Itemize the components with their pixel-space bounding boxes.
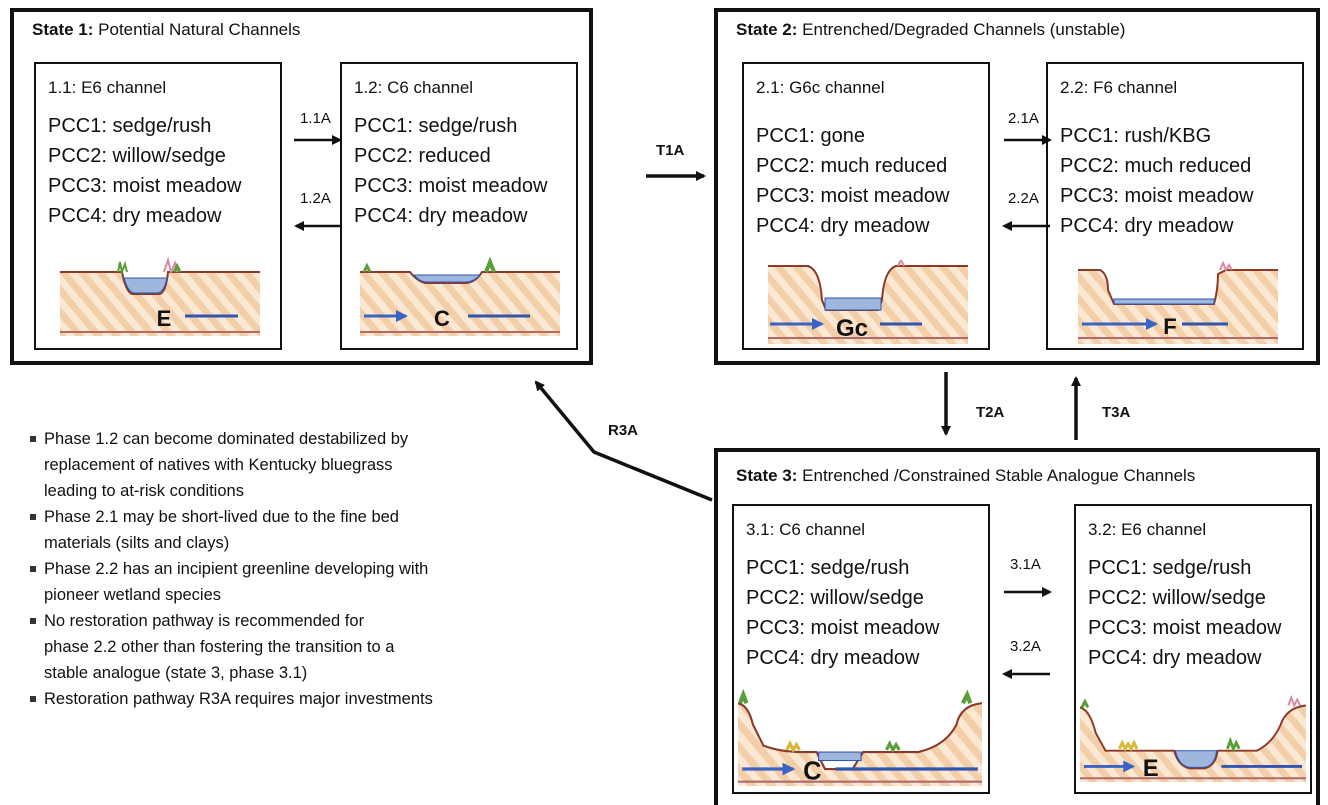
bullet-icon xyxy=(30,436,36,442)
pcc-4: PCC4: dry meadow xyxy=(48,205,222,227)
state-1-box: State 1: Potential Natural Channels 1.1:… xyxy=(10,8,593,365)
pcc-2: PCC2: reduced xyxy=(354,145,491,167)
note-item: Phase 1.2 can become dominated destabili… xyxy=(30,426,610,504)
pcc-1: PCC1: sedge/rush xyxy=(48,115,212,137)
state-2-title: State 2: Entrenched/Degraded Channels (u… xyxy=(736,20,1126,39)
pcc-4: PCC4: dry meadow xyxy=(756,215,930,237)
channel-letter: C xyxy=(434,306,450,331)
state-3-title: State 3: Entrenched /Constrained Stable … xyxy=(736,466,1196,485)
channel-letter: Gc xyxy=(836,315,868,342)
pcc-1: PCC1: sedge/rush xyxy=(1088,557,1252,579)
channel-letter: F xyxy=(1163,314,1176,339)
pathway-label-2-1a: 2.1A xyxy=(1008,110,1039,127)
channel-cross-section-f: F xyxy=(1078,260,1278,344)
phase-header: 3.1: C6 channel xyxy=(746,520,866,539)
pcc-3: PCC3: moist meadow xyxy=(756,185,950,207)
phase-1-1-box: 1.1: E6 channel PCC1: sedge/rush PCC2: w… xyxy=(34,62,282,350)
channel-cross-section-c: C xyxy=(360,256,560,336)
transition-label-t2a: T2A xyxy=(976,404,1005,421)
pcc-1: PCC1: sedge/rush xyxy=(746,557,910,579)
pcc-4: PCC4: dry meadow xyxy=(354,205,528,227)
channel-cross-section-gc: Gc xyxy=(768,260,968,344)
pathway-label-2-2a: 2.2A xyxy=(1008,190,1039,207)
phase-header: 2.1: G6c channel xyxy=(756,78,885,97)
channel-letter: E xyxy=(1143,755,1159,781)
note-item: No restoration pathway is recommended fo… xyxy=(30,608,610,686)
pcc-2: PCC2: much reduced xyxy=(1060,155,1252,177)
pcc-4: PCC4: dry meadow xyxy=(746,647,920,669)
note-item: Phase 2.2 has an incipient greenline dev… xyxy=(30,556,610,608)
channel-letter: E xyxy=(157,306,172,331)
state-3-box: State 3: Entrenched /Constrained Stable … xyxy=(714,448,1320,805)
bullet-icon xyxy=(30,618,36,624)
phase-3-1-box: 3.1: C6 channel PCC1: sedge/rush PCC2: w… xyxy=(732,504,990,794)
pcc-1: PCC1: gone xyxy=(756,125,865,147)
phase-2-1-box: 2.1: G6c channel PCC1: gone PCC2: much r… xyxy=(742,62,990,350)
pcc-3: PCC3: moist meadow xyxy=(746,617,940,639)
channel-cross-section-c: C xyxy=(738,688,982,786)
pcc-2: PCC2: willow/sedge xyxy=(1088,587,1266,609)
pcc-1: PCC1: sedge/rush xyxy=(354,115,518,137)
transition-label-t3a: T3A xyxy=(1102,404,1131,421)
transition-label-t1a: T1A xyxy=(656,142,685,159)
pcc-3: PCC3: moist meadow xyxy=(1088,617,1282,639)
channel-letter: C xyxy=(803,758,821,786)
restoration-label-r3a: R3A xyxy=(608,422,639,439)
bullet-icon xyxy=(30,514,36,520)
phase-1-2-box: 1.2: C6 channel PCC1: sedge/rush PCC2: r… xyxy=(340,62,578,350)
note-item: Phase 2.1 may be short-lived due to the … xyxy=(30,504,610,556)
pcc-4: PCC4: dry meadow xyxy=(1060,215,1234,237)
bullet-icon xyxy=(30,566,36,572)
phase-2-2-box: 2.2: F6 channel PCC1: rush/KBG PCC2: muc… xyxy=(1046,62,1304,350)
phase-header: 3.2: E6 channel xyxy=(1088,520,1207,539)
pcc-3: PCC3: moist meadow xyxy=(354,175,548,197)
state-1-title: State 1: Potential Natural Channels xyxy=(32,20,301,39)
notes-list: Phase 1.2 can become dominated destabili… xyxy=(30,426,610,712)
phase-3-2-box: 3.2: E6 channel PCC1: sedge/rush PCC2: w… xyxy=(1074,504,1312,794)
pcc-3: PCC3: moist meadow xyxy=(1060,185,1254,207)
note-item: Restoration pathway R3A requires major i… xyxy=(30,686,610,712)
channel-cross-section-e: E xyxy=(60,256,260,336)
pcc-2: PCC2: willow/sedge xyxy=(746,587,924,609)
pcc-4: PCC4: dry meadow xyxy=(1088,647,1262,669)
state-2-box: State 2: Entrenched/Degraded Channels (u… xyxy=(714,8,1320,365)
phase-header: 2.2: F6 channel xyxy=(1060,78,1178,97)
pcc-3: PCC3: moist meadow xyxy=(48,175,242,197)
pathway-label-3-1a: 3.1A xyxy=(1010,556,1041,573)
pathway-label-1-2a: 1.2A xyxy=(300,190,331,207)
pcc-1: PCC1: rush/KBG xyxy=(1060,125,1212,147)
phase-header: 1.1: E6 channel xyxy=(48,78,167,97)
pathway-label-1-1a: 1.1A xyxy=(300,110,331,127)
bullet-icon xyxy=(30,696,36,702)
pathway-label-3-2a: 3.2A xyxy=(1010,638,1041,655)
phase-header: 1.2: C6 channel xyxy=(354,78,474,97)
channel-cross-section-e: E xyxy=(1080,694,1306,783)
pcc-2: PCC2: much reduced xyxy=(756,155,948,177)
pcc-2: PCC2: willow/sedge xyxy=(48,145,226,167)
